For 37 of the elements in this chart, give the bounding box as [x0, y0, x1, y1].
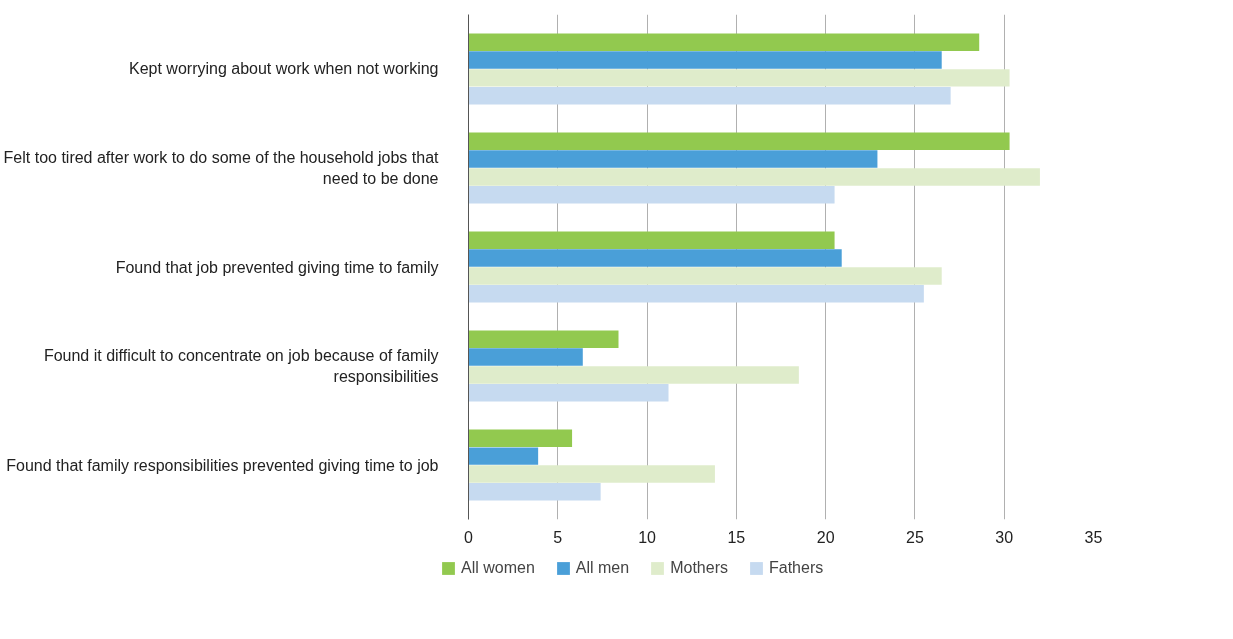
bar: [468, 267, 942, 285]
bar: [468, 447, 539, 465]
bar: [468, 483, 601, 501]
y-tick-label: Kept worrying about work when not working: [129, 60, 439, 78]
x-tick-label: 35: [1084, 528, 1103, 546]
bar: [468, 51, 942, 69]
bar: [468, 384, 669, 402]
bar: [468, 249, 842, 267]
bar: [468, 150, 878, 168]
y-tick-label: Felt too tired after work to do some of the household jobs that need to be done: [3, 149, 440, 187]
bar: [468, 132, 1010, 150]
x-tick-label: 30: [995, 528, 1014, 546]
legend-label: All women: [461, 559, 535, 577]
bar: [468, 330, 619, 349]
x-tick-label: 25: [906, 528, 924, 546]
bar: [468, 465, 715, 483]
bar: [468, 231, 835, 249]
x-tick-label: 10: [638, 528, 657, 546]
bar: [468, 348, 583, 366]
bar: [468, 366, 799, 384]
bar: [468, 185, 835, 204]
legend-label: Mothers: [670, 559, 728, 577]
bar: [468, 86, 951, 105]
y-tick-label: Found that job prevented giving time to family: [115, 258, 439, 276]
x-tick-label: 20: [816, 528, 835, 546]
bar: [468, 33, 980, 51]
x-tick-label: 15: [727, 528, 746, 546]
y-tick-label: Found it difficult to concentrate on job because of family responsibilities: [43, 347, 439, 385]
y-tick-label: Found that family responsibilities prevented giving time to job: [6, 456, 439, 474]
bar: [468, 168, 1040, 186]
bar: [468, 429, 573, 448]
x-tick-label: 0: [464, 528, 474, 546]
legend-label: Fathers: [768, 559, 824, 577]
x-tick-label: 5: [553, 528, 563, 546]
bar: [468, 285, 924, 303]
bar: [468, 69, 1010, 87]
legend-label: All men: [575, 559, 630, 577]
